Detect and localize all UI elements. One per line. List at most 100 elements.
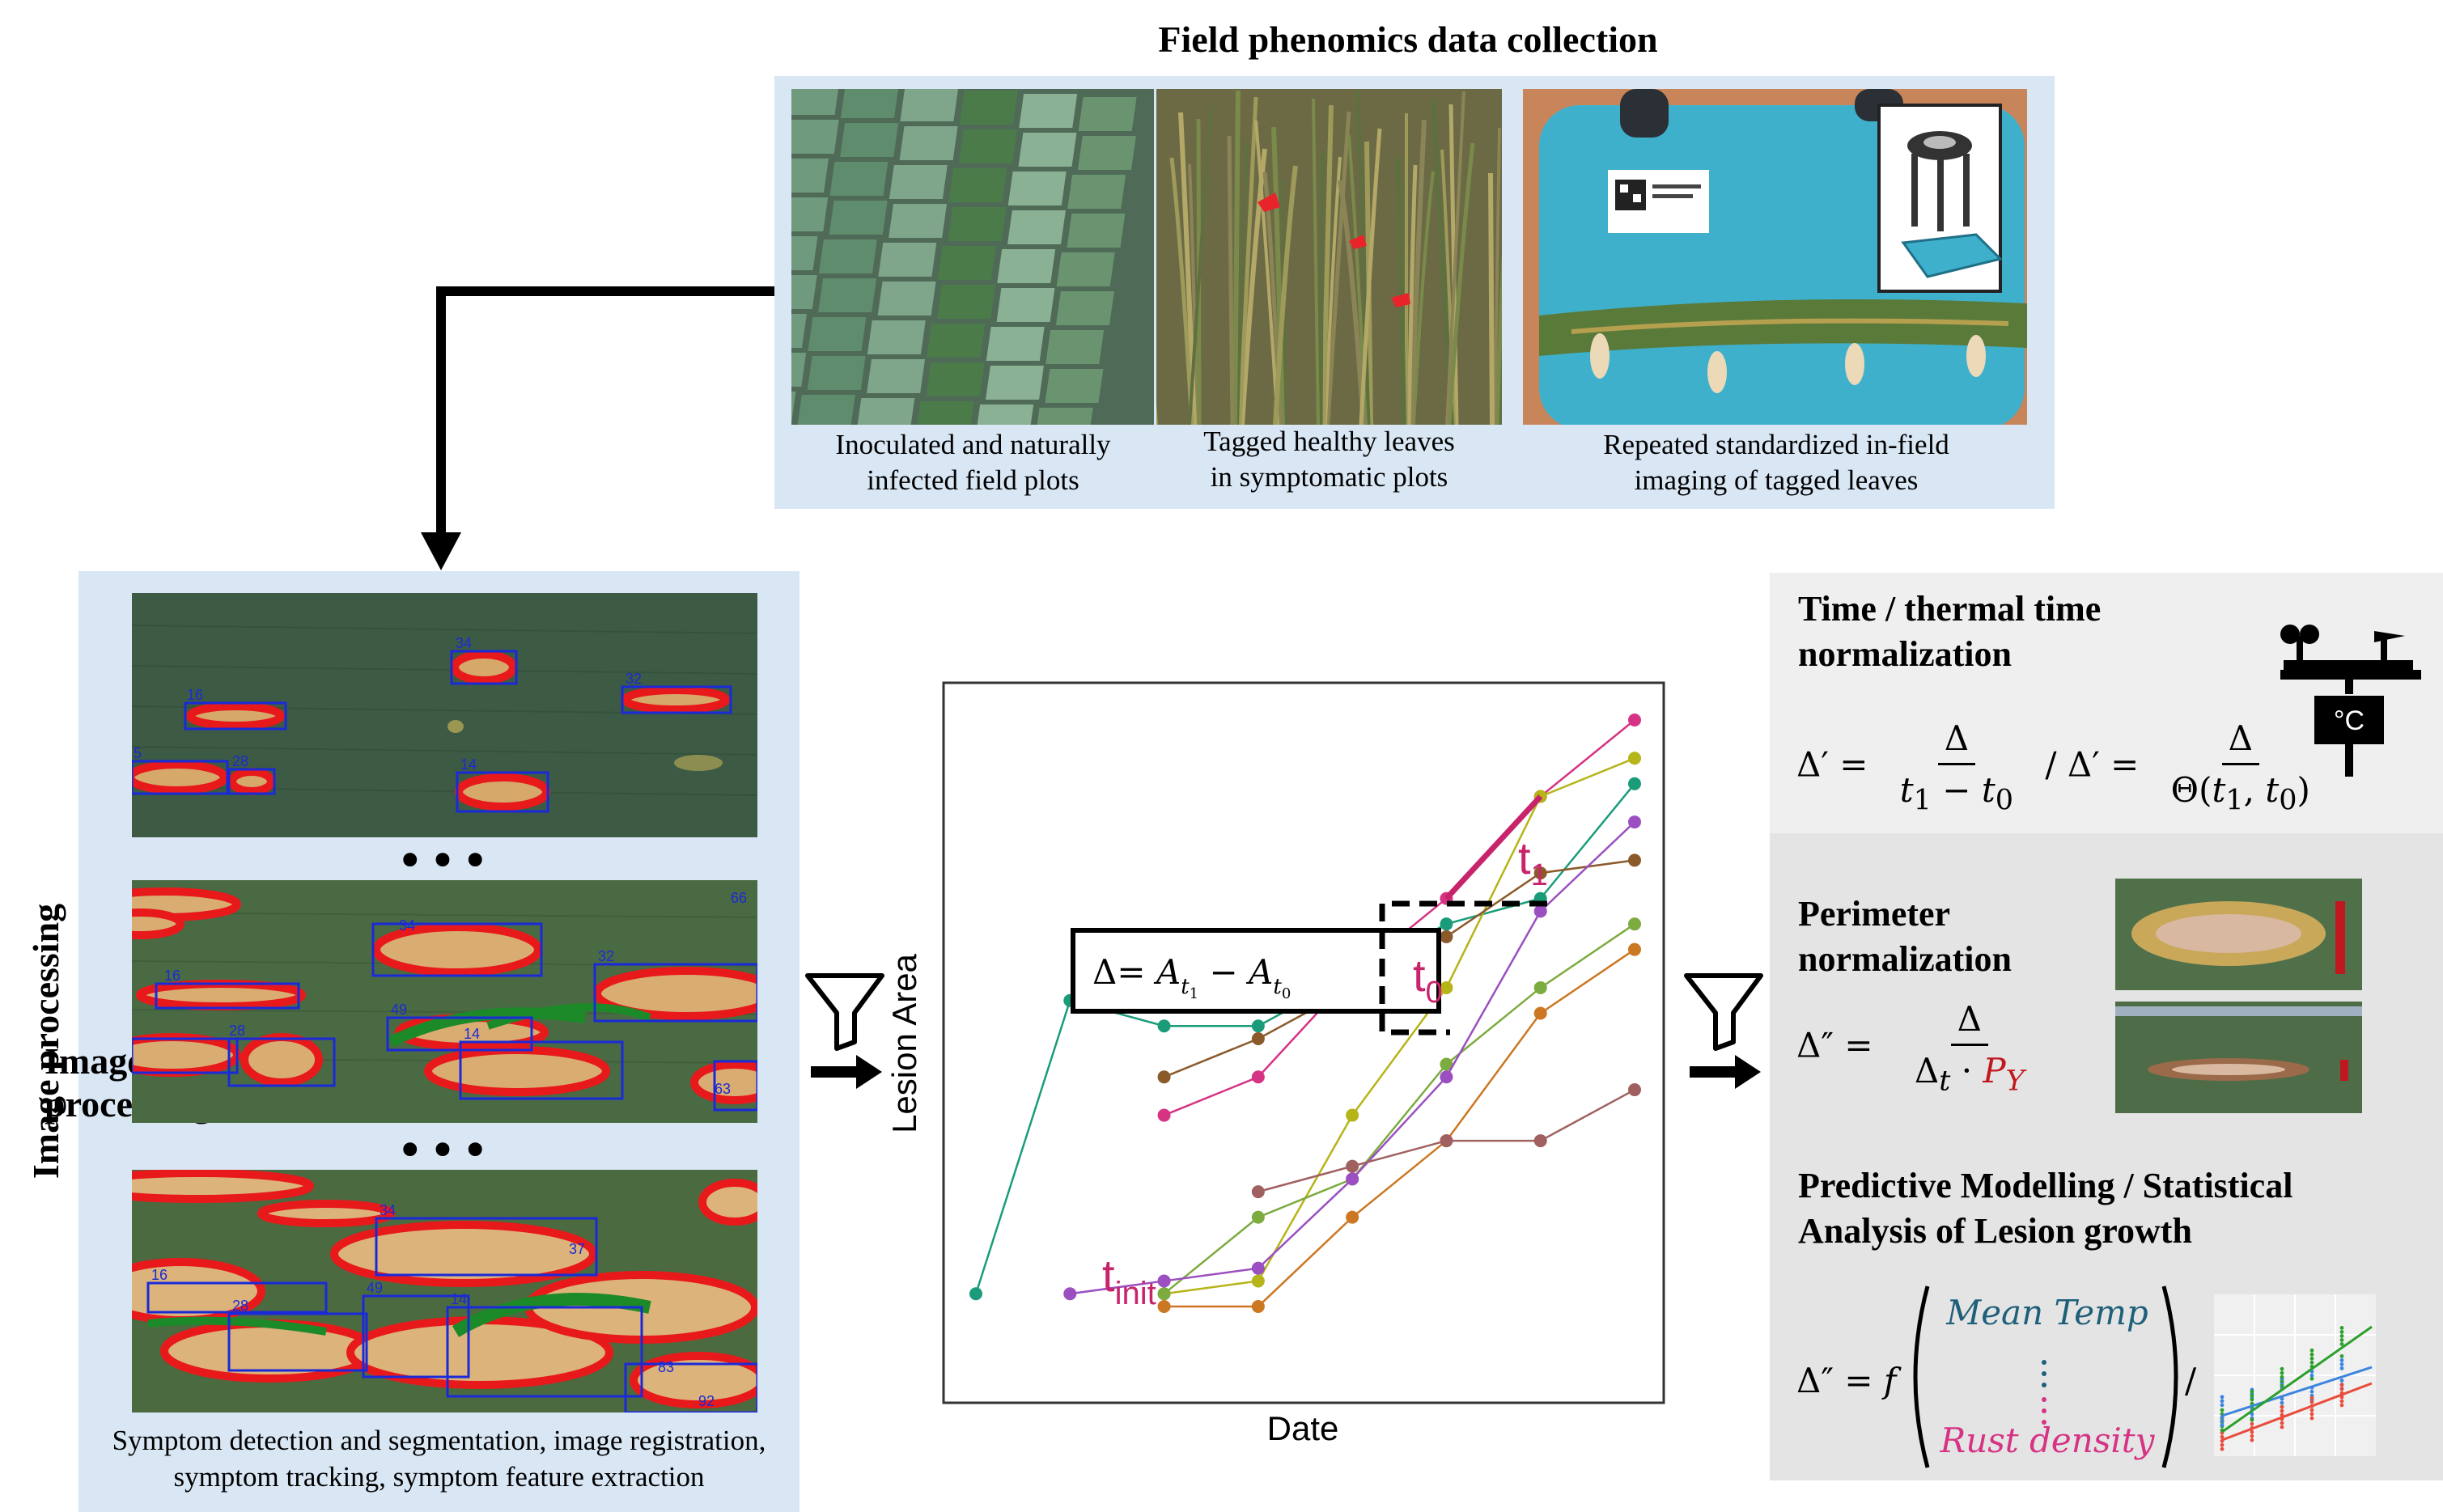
lesion-id: 83 bbox=[658, 1359, 674, 1375]
caption-field-plots: Inoculated and naturally infected field … bbox=[835, 429, 1111, 496]
data-point bbox=[1628, 917, 1641, 931]
lesion-id: 63 bbox=[715, 1081, 731, 1097]
scatter-point bbox=[2339, 1403, 2344, 1408]
data-point bbox=[1628, 777, 1641, 790]
scatter-point bbox=[2339, 1387, 2344, 1391]
scatter-point bbox=[2309, 1400, 2314, 1404]
data-point bbox=[1628, 815, 1641, 829]
data-point bbox=[969, 1287, 982, 1301]
tinit-subscript: init bbox=[1115, 1276, 1156, 1311]
data-point bbox=[1346, 1159, 1359, 1173]
scatter-point bbox=[2250, 1389, 2254, 1394]
lesion-id: 14 bbox=[451, 1291, 467, 1307]
y-axis-label: Lesion Area bbox=[890, 953, 923, 1133]
eq-mean-temp: Mean Temp bbox=[1946, 1293, 2148, 1332]
leaf-image-3: 34 16 49 28 14 37 83 92 bbox=[132, 1170, 757, 1412]
scatter-point bbox=[2250, 1397, 2254, 1402]
scatter-point bbox=[2309, 1352, 2314, 1357]
scatter-point bbox=[2250, 1412, 2254, 1417]
scatter-point bbox=[2309, 1373, 2314, 1378]
data-point bbox=[1251, 1299, 1265, 1313]
filter-arrow-left bbox=[805, 973, 884, 1089]
lesion-id: 49 bbox=[391, 1002, 407, 1018]
scatter-point bbox=[2339, 1399, 2344, 1404]
lesion-growth-chart: Δ= At1 − At0 t1 t0 tinit Date Lesion Are… bbox=[890, 681, 1665, 1447]
weather-station-icon: °C bbox=[2280, 625, 2421, 777]
scatter-point bbox=[2339, 1342, 2344, 1346]
series-line bbox=[1164, 757, 1635, 1295]
data-point bbox=[1251, 1019, 1265, 1033]
perimeter-normalization-title: Perimeter normalization bbox=[1798, 894, 2012, 979]
scatter-point bbox=[2339, 1334, 2344, 1338]
data-point bbox=[1440, 1134, 1453, 1148]
t0-subscript: 0 bbox=[1426, 976, 1443, 1010]
delta-formula-text: Δ= At1 − At0 bbox=[1092, 952, 1291, 1002]
scatter-point bbox=[2309, 1376, 2314, 1381]
data-point bbox=[1628, 853, 1641, 867]
data-point bbox=[1346, 1172, 1359, 1186]
data-point bbox=[1251, 1185, 1265, 1199]
lesion-id: 14 bbox=[464, 1026, 480, 1042]
data-point bbox=[1157, 1019, 1171, 1033]
data-point bbox=[1440, 980, 1453, 994]
scatter-point bbox=[2309, 1348, 2314, 1353]
filter-arrow-right bbox=[1684, 973, 1763, 1089]
scatter-point bbox=[2250, 1434, 2254, 1438]
scatter-point bbox=[2220, 1423, 2225, 1428]
time-normalization-title: Time / thermal time normalization bbox=[1798, 589, 2102, 674]
t1-subscript: 1 bbox=[1531, 858, 1548, 892]
thermometer-label: °C bbox=[2334, 705, 2365, 736]
data-point bbox=[1157, 1070, 1171, 1084]
regression-scatter-plot bbox=[2214, 1294, 2376, 1456]
lesion-id: 66 bbox=[731, 890, 747, 906]
scatter-point bbox=[2220, 1419, 2225, 1424]
data-point bbox=[1533, 904, 1547, 918]
leaf-image-1: 34 16 32 5 28 14 bbox=[132, 593, 757, 837]
data-point bbox=[1251, 1032, 1265, 1045]
scatter-point bbox=[2339, 1379, 2344, 1383]
perimeter-scale-bar bbox=[2335, 901, 2345, 974]
scatter-point bbox=[2339, 1354, 2344, 1358]
scatter-point bbox=[2280, 1404, 2284, 1409]
data-point bbox=[1533, 866, 1547, 880]
tagged-leaves-photo bbox=[1156, 89, 1502, 425]
lesion-closeup-small bbox=[2115, 1002, 2362, 1113]
top-title: Field phenomics data collection bbox=[1158, 19, 1658, 60]
caption-tagged-leaves: Tagged healthy leaves in symptomatic plo… bbox=[1203, 426, 1455, 493]
lesion-id: 16 bbox=[164, 968, 180, 984]
lesion-id: 14 bbox=[460, 756, 477, 773]
scatter-point bbox=[2339, 1338, 2344, 1342]
data-point bbox=[1251, 1070, 1265, 1084]
scatter-point bbox=[2339, 1326, 2344, 1330]
lesion-id: 92 bbox=[698, 1393, 715, 1409]
lesion-id: 28 bbox=[232, 753, 248, 769]
scatter-point bbox=[2339, 1383, 2344, 1387]
lesion-id: 34 bbox=[399, 917, 415, 934]
ellipsis-2: ••• bbox=[396, 1123, 494, 1178]
data-point bbox=[1063, 1287, 1077, 1301]
scatter-point bbox=[2280, 1366, 2284, 1371]
delta-formula-box bbox=[1071, 928, 1441, 1014]
data-point bbox=[1533, 1006, 1547, 1020]
lesion-id: 37 bbox=[569, 1241, 585, 1257]
image-processing-label-rotated: Image processing bbox=[25, 903, 66, 1180]
eq-slash: / bbox=[2185, 1361, 2197, 1400]
scatter-point bbox=[2339, 1330, 2344, 1334]
leaf-image-2: 34 16 32 66 49 28 14 63 bbox=[132, 880, 757, 1123]
scatter-point bbox=[2250, 1429, 2254, 1434]
data-point bbox=[1533, 980, 1547, 994]
data-point bbox=[1157, 1287, 1171, 1301]
scatter-point bbox=[2280, 1425, 2284, 1429]
scatter-point bbox=[2309, 1396, 2314, 1400]
scatter-point bbox=[2250, 1393, 2254, 1398]
data-point bbox=[1157, 1274, 1171, 1288]
scatter-point bbox=[2280, 1400, 2284, 1405]
scatter-point bbox=[2220, 1446, 2225, 1451]
data-point bbox=[1440, 1057, 1453, 1071]
data-point bbox=[1628, 714, 1641, 726]
highlighted-growth-segment bbox=[1444, 794, 1543, 901]
lesion-id: 34 bbox=[380, 1202, 396, 1218]
lesion-id: 28 bbox=[229, 1023, 245, 1039]
scatter-point bbox=[2220, 1403, 2225, 1408]
imaging-device-photo bbox=[1523, 89, 2027, 425]
